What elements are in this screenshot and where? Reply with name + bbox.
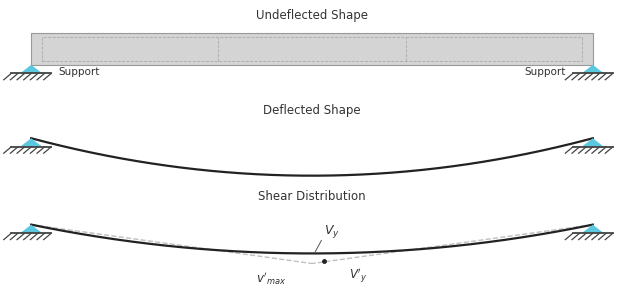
Polygon shape (20, 225, 42, 233)
Text: Undeflected Shape: Undeflected Shape (256, 9, 368, 22)
Text: $v'_{max}$: $v'_{max}$ (256, 271, 286, 287)
Bar (31, 33, 593, 65)
Text: $V_y$: $V_y$ (324, 223, 340, 240)
Text: $V'_y$: $V'_y$ (349, 266, 368, 285)
Text: Support: Support (59, 67, 100, 77)
Polygon shape (20, 138, 42, 147)
Polygon shape (582, 65, 604, 73)
Text: Deflected Shape: Deflected Shape (263, 104, 361, 117)
Bar (42, 37, 582, 61)
Text: Support: Support (524, 67, 565, 77)
Polygon shape (582, 138, 604, 147)
Text: Shear Distribution: Shear Distribution (258, 190, 366, 203)
Polygon shape (20, 65, 42, 73)
Polygon shape (582, 225, 604, 233)
